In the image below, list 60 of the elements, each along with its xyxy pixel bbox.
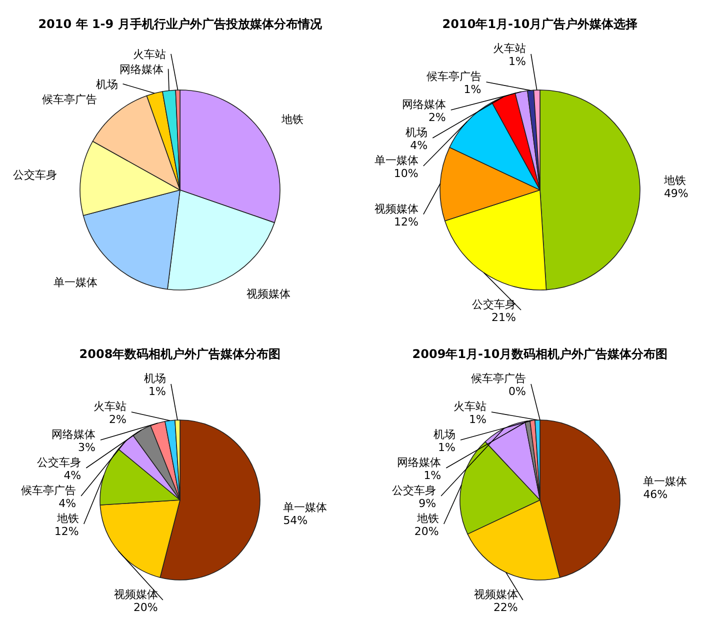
slice-label: 火车站: [493, 42, 526, 55]
slice-label: 单一媒体: [54, 276, 98, 289]
data-label: 1%: [508, 55, 526, 68]
chart-title: 2009年1月-10月数码相机户外广告媒体分布图: [412, 347, 668, 361]
slice-label: 候车亭广告: [42, 92, 97, 106]
data-label: 2%: [428, 111, 446, 124]
slice-label: 地铁: [280, 113, 304, 126]
chart-title: 2010 年 1-9 月手机行业户外广告投放媒体分布情况: [38, 17, 323, 31]
chart-title: 2010年1月-10月广告户外媒体选择: [442, 17, 638, 31]
data-label: 1%: [464, 83, 482, 96]
slice-label: 机场: [434, 428, 456, 441]
slice-label: 火车站: [453, 400, 486, 413]
slice-label: 网络媒体: [402, 98, 446, 111]
data-label: 3%: [78, 441, 96, 454]
data-label: 10%: [394, 167, 418, 180]
data-label: 21%: [492, 311, 516, 324]
chart-title: 2008年数码相机户外广告媒体分布图: [79, 347, 281, 361]
data-label: 54%: [283, 514, 308, 527]
data-label: 1%: [438, 441, 456, 454]
slice-label: 公交车身: [472, 298, 516, 311]
data-label: 22%: [493, 601, 518, 614]
data-label: 4%: [410, 139, 428, 152]
slice-label: 单一媒体: [374, 154, 418, 167]
slice-label: 视频媒体: [374, 202, 418, 216]
slice-label: 网络媒体: [397, 456, 442, 469]
slice-label: 地铁: [416, 512, 439, 525]
slice-label: 火车站: [133, 48, 166, 61]
slice-label: 候车亭广告: [21, 484, 76, 497]
slice-label: 公交车身: [12, 168, 57, 182]
slice-label: 候车亭广告: [426, 70, 482, 83]
data-label: 1%: [424, 469, 442, 482]
slice-label: 机场: [144, 372, 166, 385]
data-label: 12%: [54, 525, 79, 538]
slice-label: 地铁: [56, 512, 79, 525]
category-label: 候车亭广告: [471, 372, 526, 385]
slice-label: 单一媒体: [643, 475, 688, 488]
data-label: 12%: [394, 215, 418, 228]
slice-label: 网络媒体: [119, 62, 164, 76]
slice-label: 机场: [96, 78, 118, 91]
slice-label: 机场: [406, 126, 428, 139]
data-label: 4%: [58, 497, 76, 510]
slice-label: 公交车身: [37, 456, 82, 469]
data-label: 20%: [133, 601, 158, 614]
slice-label: 单一媒体: [283, 500, 328, 514]
data-label: 49%: [664, 187, 688, 200]
slice-label: 公交车身: [392, 484, 436, 497]
data-label: 9%: [418, 497, 436, 510]
data-label: 1%: [468, 413, 486, 426]
data-label: 20%: [414, 525, 439, 538]
text: 0%: [508, 385, 526, 398]
slice-label: 视频媒体: [246, 288, 290, 301]
data-label: 4%: [64, 469, 82, 482]
slice-label: 网络媒体: [52, 428, 96, 441]
slice-label: 地铁: [662, 174, 686, 188]
data-label: 1%: [148, 385, 166, 398]
slice-label: 视频媒体: [114, 588, 158, 601]
data-label: 2%: [108, 413, 126, 426]
slice-label: 火车站: [93, 400, 126, 413]
slice-label: 视频媒体: [474, 588, 518, 601]
data-label: 46%: [643, 488, 668, 502]
